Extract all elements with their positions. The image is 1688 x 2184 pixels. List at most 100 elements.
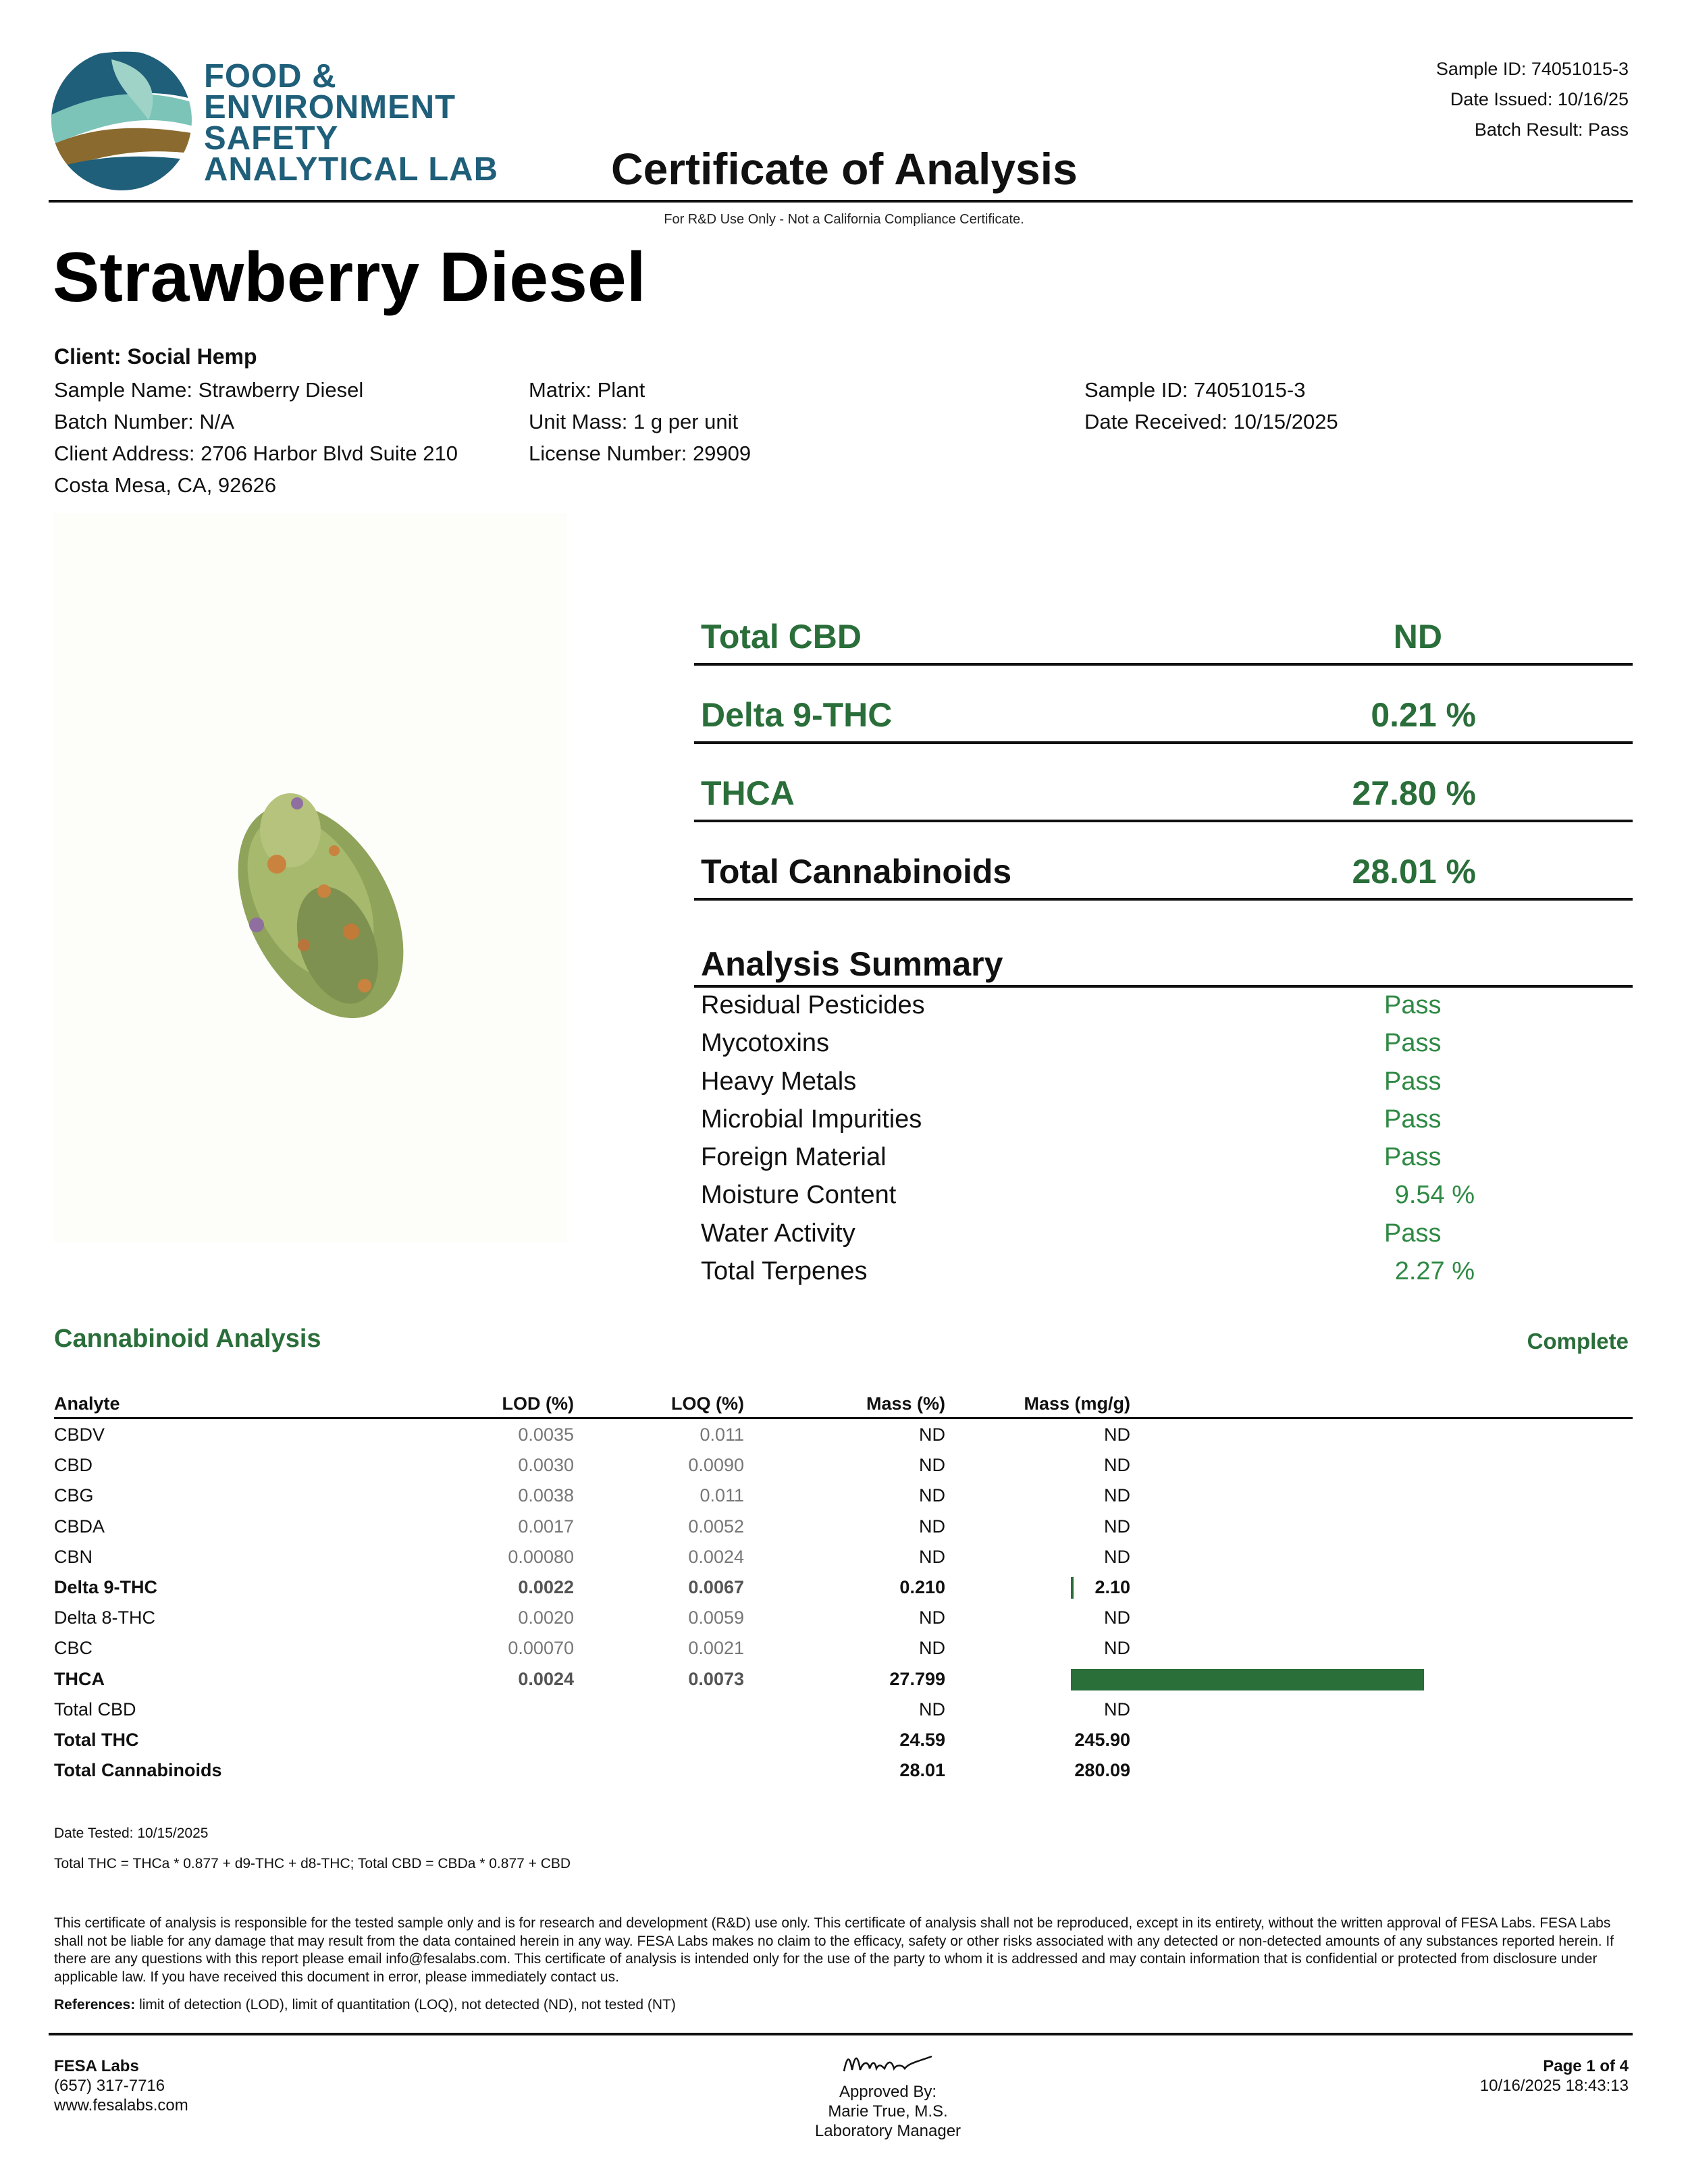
row-divider [694, 985, 1633, 988]
cell-lod: 0.0022 [518, 1576, 574, 1597]
sample-id: Sample ID: 74051015-3 [1084, 378, 1306, 402]
batch-number: Batch Number: N/A [54, 410, 235, 433]
references-text: limit of detection (LOD), limit of quant… [135, 1997, 676, 2013]
cell-mass-mg: ND [1104, 1516, 1130, 1537]
summary-test-result: Pass [1384, 1143, 1442, 1172]
table-row: CBD 0.0030 0.0090 ND ND [54, 1449, 1633, 1480]
logo-line-2: ENVIRONMENT [204, 89, 456, 126]
footer-website[interactable]: www.fesalabs.com [54, 2096, 188, 2114]
total-cannabinoids-value: 28.01 % [1352, 853, 1476, 890]
summary-test-result: Pass [1384, 1067, 1442, 1096]
product-photo [54, 513, 567, 1242]
analysis-summary-header: Analysis Summary [694, 935, 1633, 988]
client-city: Costa Mesa, CA, 92626 [54, 473, 277, 497]
date-tested: Date Tested: 10/15/2025 [54, 1826, 209, 1841]
summary-test-name: Total Terpenes [701, 1257, 868, 1286]
page-number: Page 1 of 4 [1543, 2057, 1629, 2075]
summary-test-value: 2.27 % [1394, 1257, 1475, 1286]
cell-mass-mg: 280.09 [1074, 1760, 1130, 1781]
cannabinoid-analysis-status: Complete [1527, 1329, 1629, 1354]
license-number: License Number: 29909 [529, 442, 751, 465]
cell-mass-mg: ND [1104, 1638, 1130, 1659]
table-row: CBDA 0.0017 0.0052 ND ND [54, 1511, 1633, 1541]
cell-mass-pct: ND [919, 1546, 945, 1567]
cell-mass-pct: 24.59 [899, 1729, 945, 1750]
cell-mass-mg: ND [1104, 1485, 1130, 1506]
table-row: CBC 0.00070 0.0021 ND ND [54, 1632, 1633, 1663]
table-row: CBN 0.00080 0.0024 ND ND [54, 1541, 1633, 1572]
header-mass-mg: Mass (mg/g) [1024, 1393, 1130, 1414]
cell-lod: 0.0020 [518, 1607, 574, 1628]
cell-mass-mg: ND [1104, 1455, 1130, 1476]
client-info-column-2: Matrix: Plant Unit Mass: 1 g per unit Li… [529, 374, 751, 469]
cell-analyte: Total Cannabinoids [54, 1760, 222, 1781]
summary-test-name: Moisture Content [701, 1181, 897, 1210]
cell-lod: 0.0017 [518, 1516, 574, 1537]
total-cannabinoids-row: Total Cannabinoids 28.01 % [694, 822, 1633, 901]
cell-mass-mg: ND [1104, 1424, 1130, 1445]
header-mass-pct: Mass (%) [866, 1393, 945, 1414]
cell-lod: 0.00070 [508, 1638, 574, 1659]
header-lod: LOD (%) [502, 1393, 574, 1414]
row-divider [694, 663, 1633, 666]
total-cbd-row: Total CBD ND [694, 587, 1633, 666]
approved-by-label: Approved By: [839, 2083, 937, 2101]
summary-test-name: Heavy Metals [701, 1067, 857, 1096]
footer-phone: (657) 317-7716 [54, 2077, 165, 2095]
cell-mass-pct: ND [919, 1607, 945, 1628]
total-formula-note: Total THC = THCa * 0.877 + d9-THC + d8-T… [54, 1856, 571, 1871]
cell-mass-mg: 245.90 [1074, 1729, 1130, 1750]
table-header-row: Analyte LOD (%) LOQ (%) Mass (%) Mass (m… [54, 1391, 1633, 1419]
summary-test-name: Mycotoxins [701, 1029, 830, 1058]
footer-company: FESA Labs [54, 2057, 139, 2075]
cell-analyte: CBD [54, 1455, 93, 1476]
lab-logo-text: FOOD & ENVIRONMENT SAFETY ANALYTICAL LAB [204, 60, 498, 186]
cell-loq: 0.011 [700, 1485, 744, 1506]
mass-bar [1071, 1576, 1074, 1599]
total-cbd-value: ND [1393, 618, 1442, 656]
cell-mass-mg: ND [1104, 1607, 1130, 1628]
delta9-value: 0.21 % [1371, 696, 1476, 734]
summary-test-result: Pass [1384, 991, 1442, 1019]
cell-analyte: CBDA [54, 1516, 105, 1537]
table-row: Delta 9-THC 0.0022 0.0067 0.210 2.10 [54, 1572, 1633, 1602]
header-divider [49, 200, 1633, 203]
cell-lod: 0.0030 [518, 1455, 574, 1476]
cell-lod: 0.0024 [518, 1668, 574, 1689]
footer-divider [49, 2033, 1633, 2035]
header-date-issued: Date Issued: 10/16/25 [1450, 89, 1629, 109]
cell-analyte: CBN [54, 1546, 93, 1567]
summary-row: Mycotoxins Pass [701, 1025, 1633, 1063]
footer-page-info: Page 1 of 4 10/16/2025 18:43:13 [1480, 2056, 1629, 2096]
delta9-label: Delta 9-THC [701, 696, 893, 734]
summary-test-name: Foreign Material [701, 1143, 887, 1172]
table-row: Total CBD ND ND [54, 1694, 1633, 1724]
cell-analyte: THCA [54, 1668, 105, 1689]
analysis-summary-list: Residual Pesticides Pass Mycotoxins Pass Hea… [701, 987, 1633, 1291]
cell-analyte: Total THC [54, 1729, 139, 1750]
cell-mass-mg: ND [1104, 1546, 1130, 1567]
cell-mass-mg: 2.10 [1094, 1576, 1130, 1597]
cell-mass-pct: ND [919, 1485, 945, 1506]
summary-test-name: Water Activity [701, 1219, 855, 1248]
product-title: Strawberry Diesel [53, 238, 646, 317]
cell-analyte: Total CBD [54, 1699, 136, 1720]
summary-row: Moisture Content 9.54 % [701, 1177, 1633, 1215]
disclaimer-text: This certificate of analysis is responsi… [54, 1915, 1614, 1985]
header-loq: LOQ (%) [671, 1393, 744, 1414]
delta9-row: Delta 9-THC 0.21 % [694, 666, 1633, 744]
cell-analyte: CBC [54, 1638, 93, 1659]
cannabinoid-table: Analyte LOD (%) LOQ (%) Mass (%) Mass (m… [54, 1391, 1633, 1785]
thca-label: THCA [701, 774, 795, 812]
cell-lod: 0.00080 [508, 1546, 574, 1567]
cannabinoid-analysis-title: Cannabinoid Analysis [54, 1325, 321, 1353]
date-received: Date Received: 10/15/2025 [1084, 410, 1338, 433]
signature-image [843, 2055, 932, 2072]
client-info-column-1: Sample Name: Strawberry Diesel Batch Num… [54, 374, 458, 501]
summary-row: Water Activity Pass [701, 1215, 1633, 1253]
cell-mass-pct: ND [919, 1424, 945, 1445]
mass-bar [1071, 1668, 1424, 1690]
thca-row: THCA 27.80 % [694, 744, 1633, 822]
cell-loq: 0.0073 [688, 1668, 744, 1689]
